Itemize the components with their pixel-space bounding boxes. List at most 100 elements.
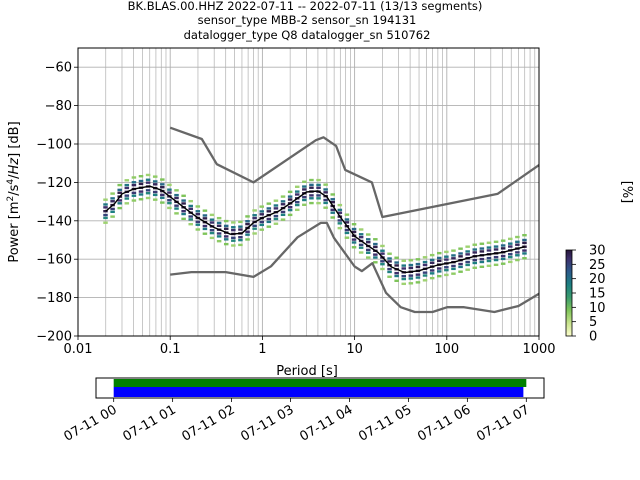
colorbar-label: [%] <box>619 181 634 204</box>
ppsd-cell <box>138 182 144 186</box>
ppsd-cell <box>245 215 250 218</box>
ppsd-cell <box>508 237 513 241</box>
ppsd-cell <box>287 190 293 194</box>
ppsd-cell <box>401 259 406 262</box>
ppsd-cell <box>422 271 428 274</box>
ppsd-cell <box>500 262 506 265</box>
ppsd-cell <box>486 241 492 244</box>
ppsd-cell <box>337 222 343 225</box>
ppsd-cell <box>429 272 435 275</box>
ppsd-cell <box>302 188 307 191</box>
ppsd-cell <box>131 176 137 179</box>
ppsd-cell <box>415 258 421 261</box>
x-tick-label: 0.01 <box>64 342 93 357</box>
ppsd-cell <box>103 210 108 213</box>
ppsd-cell <box>174 189 179 192</box>
ppsd-cell <box>117 183 122 187</box>
ppsd-cell <box>444 268 449 272</box>
ppsd-cell <box>216 221 222 225</box>
ppsd-cell <box>223 235 229 238</box>
ppsd-cell <box>394 274 399 278</box>
ppsd-cell <box>323 201 328 205</box>
ppsd-cell <box>167 183 172 187</box>
ppsd-cell <box>515 235 520 239</box>
chart-title-line-2: sensor_type MBB-2 sensor_sn 194131 <box>198 13 417 27</box>
chart-title-line-1: BK.BLAS.00.HHZ 2022-07-11 -- 2022-07-11 … <box>128 0 483 13</box>
ppsd-cell <box>266 217 272 221</box>
ppsd-cell <box>316 183 321 187</box>
ppsd-cell <box>437 256 442 260</box>
ppsd-cell <box>181 202 186 205</box>
ppsd-cell <box>337 211 343 214</box>
timeline-tick-label: 07-11 03 <box>238 402 296 444</box>
x-tick-label: 0.1 <box>160 342 181 357</box>
ppsd-cell <box>500 247 506 250</box>
ppsd-cell <box>373 261 378 264</box>
ppsd-cell <box>287 208 293 212</box>
ppsd-cell <box>138 190 144 193</box>
ppsd-cell <box>309 197 314 200</box>
ppsd-cell <box>160 178 165 181</box>
ppsd-cell <box>394 261 399 264</box>
ppsd-cell <box>451 267 456 271</box>
ppsd-cell <box>152 198 158 201</box>
y-axis-label: Power [m2/s4/Hz] [dB] <box>6 121 22 262</box>
ppsd-cell <box>309 178 314 182</box>
ppsd-cell <box>522 238 527 242</box>
ppsd-cell <box>373 256 378 259</box>
ppsd-cell <box>223 242 229 246</box>
ppsd-cell <box>160 183 165 186</box>
ppsd-cell <box>429 258 435 262</box>
ppsd-cell <box>380 252 385 255</box>
ppsd-cell <box>131 194 137 197</box>
ppsd-cell <box>394 271 399 275</box>
timeline-tick-label: 07-11 00 <box>62 402 120 444</box>
ppsd-cell <box>273 207 279 210</box>
ppsd-cell <box>358 246 364 249</box>
ppsd-cell <box>160 201 165 204</box>
ppsd-cell <box>451 257 456 260</box>
ppsd-cell <box>117 199 122 202</box>
ppsd-cell <box>302 203 307 207</box>
ppsd-cell <box>515 240 520 244</box>
ppsd-cell <box>287 213 293 217</box>
ppsd-cell <box>152 190 158 194</box>
ppsd-cell <box>437 251 442 255</box>
ppsd-cell <box>294 185 300 188</box>
timeline-tick-label: 07-11 01 <box>121 402 179 444</box>
ppsd-cell <box>344 231 350 235</box>
ppsd-cell <box>323 206 328 209</box>
ppsd-cell <box>103 221 108 224</box>
ppsd-cell <box>394 264 399 267</box>
ppsd-cell <box>294 193 300 196</box>
ppsd-cell <box>231 221 236 224</box>
ppsd-cell <box>486 256 492 260</box>
ppsd-cell <box>167 188 172 191</box>
ppsd-cell <box>188 222 193 226</box>
ppsd-cell <box>451 272 456 275</box>
ppsd-cell <box>444 250 449 254</box>
ppsd-cell <box>131 199 137 202</box>
ppsd-cell <box>280 213 286 217</box>
ppsd-cell <box>472 243 478 246</box>
ppsd-cell <box>195 210 201 213</box>
ppsd-cell <box>422 274 428 277</box>
timeline-tick-label: 07-11 06 <box>415 402 473 444</box>
ppsd-cell <box>245 222 250 226</box>
ppsd-cell <box>238 225 243 228</box>
ppsd-cell <box>138 179 144 183</box>
ppsd-cell <box>266 207 272 210</box>
ppsd-cell <box>515 254 520 257</box>
ppsd-cell <box>287 195 293 198</box>
ppsd-cell <box>472 261 478 265</box>
ppsd-cell <box>167 199 172 202</box>
ppsd-cell <box>124 183 130 187</box>
ppsd-cell <box>380 244 385 248</box>
ppsd-cell <box>231 226 236 229</box>
colorbar-tick-label: 15 <box>589 287 606 302</box>
ppsd-cell <box>266 220 272 224</box>
ppsd-cell <box>216 216 222 220</box>
ppsd-cell <box>252 224 257 228</box>
ppsd-cell <box>401 274 406 278</box>
